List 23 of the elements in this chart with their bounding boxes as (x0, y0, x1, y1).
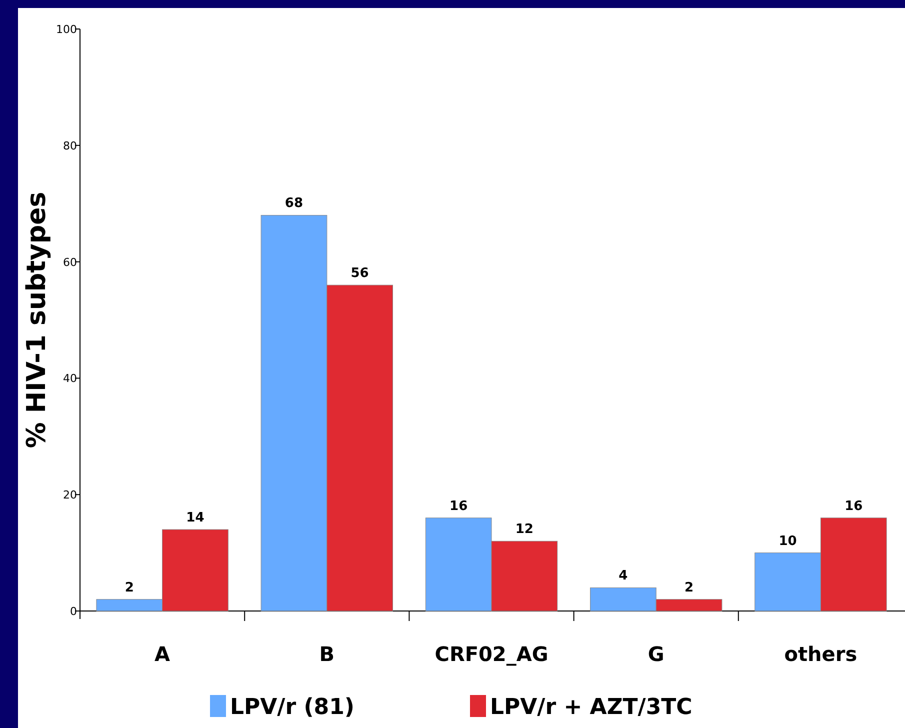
x-tick-label: B (319, 642, 335, 666)
legend-label: LPV/r (81) (230, 695, 354, 720)
y-tick-label: 80 (63, 139, 77, 152)
data-label: 10 (778, 534, 797, 549)
x-tick-label: others (784, 642, 858, 666)
legend-label: LPV/r + AZT/3TC (490, 695, 692, 720)
data-label: 4 (618, 568, 628, 584)
y-tick-label: 20 (63, 488, 77, 502)
x-tick-label: G (648, 642, 664, 666)
data-label: 14 (186, 510, 204, 526)
y-tick-label: 40 (63, 372, 77, 386)
data-label: 16 (844, 498, 863, 514)
data-label: 2 (684, 580, 694, 596)
data-label: 68 (284, 196, 304, 212)
y-tick-label: 100 (56, 23, 77, 36)
data-label: 16 (450, 498, 468, 514)
y-tick-label: 60 (63, 256, 77, 269)
data-label: 2 (124, 580, 134, 596)
x-tick-label: A (154, 642, 171, 666)
y-axis-title: % HIV-1 subtypes (22, 192, 52, 448)
data-label: 56 (350, 266, 369, 282)
x-tick-label: CRF02_AG (434, 642, 548, 666)
data-label: 12 (515, 522, 534, 538)
